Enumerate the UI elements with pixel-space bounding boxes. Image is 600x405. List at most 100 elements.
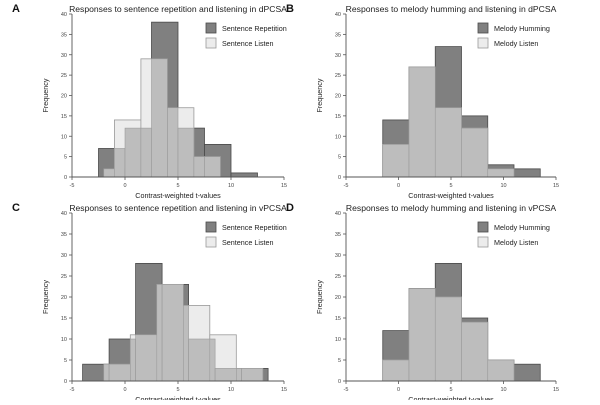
y-tick-label: 30 xyxy=(335,53,341,59)
x-tick-label: 10 xyxy=(500,183,506,189)
y-axis-label: Frequency xyxy=(41,280,50,314)
bar-overlap xyxy=(434,107,462,178)
y-tick-label: 10 xyxy=(61,134,67,140)
x-tick-label: 5 xyxy=(449,387,452,393)
x-tick-label: 15 xyxy=(281,183,287,189)
y-tick-label: 10 xyxy=(335,134,341,140)
y-tick-label: 20 xyxy=(335,295,341,301)
x-tick-label: 15 xyxy=(553,387,559,393)
y-tick-label: 20 xyxy=(335,94,341,100)
y-tick-label: 5 xyxy=(64,155,67,161)
y-tick-label: 40 xyxy=(61,12,67,18)
legend-label: Melody Listen xyxy=(494,39,538,48)
panel-c: C Responses to sentence repetition and li… xyxy=(12,202,287,404)
bar-overlap xyxy=(167,107,179,178)
x-tick-label: -5 xyxy=(344,387,349,393)
legend-label: Sentence Repetition xyxy=(222,223,287,232)
legend-swatch-dark xyxy=(477,22,489,34)
x-tick-label: 0 xyxy=(123,183,126,189)
bar-overlap xyxy=(434,296,462,382)
y-tick-label: 25 xyxy=(335,274,341,280)
y-tick-label: 0 xyxy=(338,379,341,385)
x-axis-label: Contrast-weighted t-values xyxy=(135,191,221,200)
bar-overlap xyxy=(461,127,489,178)
x-tick-label: 10 xyxy=(500,387,506,393)
x-tick-label: 15 xyxy=(281,387,287,393)
bar-overlap xyxy=(408,66,436,178)
y-tick-label: 35 xyxy=(335,32,341,38)
legend-label: Sentence Repetition xyxy=(222,24,287,33)
bar-overlap xyxy=(151,58,168,178)
y-axis-label: Frequency xyxy=(41,78,50,112)
legend-label: Melody Listen xyxy=(494,238,538,247)
x-tick-label: 5 xyxy=(449,183,452,189)
bar-overlap xyxy=(461,321,489,382)
bar-overlap xyxy=(188,338,211,382)
bar-overlap xyxy=(183,305,189,382)
x-axis-label: Contrast-weighted t-values xyxy=(135,395,221,400)
panel-title: Responses to sentence repetition and lis… xyxy=(69,203,287,213)
legend-swatch-light xyxy=(205,37,217,49)
y-tick-label: 40 xyxy=(61,211,67,217)
bar-dark xyxy=(513,168,541,178)
bar-overlap xyxy=(214,368,237,382)
legend-label: Melody Humming xyxy=(494,24,550,33)
x-tick-label: -5 xyxy=(344,183,349,189)
bar-overlap xyxy=(108,363,131,382)
panel-title: Responses to melody humming and listenin… xyxy=(346,203,556,213)
legend-label: Melody Humming xyxy=(494,223,550,232)
y-axis-label: Frequency xyxy=(315,78,324,112)
y-tick-label: 5 xyxy=(64,358,67,364)
panel-title: Responses to sentence repetition and lis… xyxy=(69,4,287,14)
bar-overlap xyxy=(193,156,205,178)
y-tick-label: 15 xyxy=(335,316,341,322)
panel-letter: A xyxy=(12,3,20,15)
x-tick-label: 5 xyxy=(176,183,179,189)
x-tick-label: -5 xyxy=(70,183,75,189)
legend-label: Sentence Listen xyxy=(222,39,274,48)
bar-overlap xyxy=(382,359,410,382)
bar-overlap xyxy=(487,359,515,382)
y-tick-label: 25 xyxy=(61,274,67,280)
x-tick-label: 10 xyxy=(228,387,234,393)
y-tick-label: 0 xyxy=(64,175,67,181)
bar-overlap xyxy=(177,127,195,178)
x-tick-label: 0 xyxy=(397,387,400,393)
bar-dark xyxy=(230,172,258,178)
x-axis-label: Contrast-weighted t-values xyxy=(408,191,494,200)
bar-overlap xyxy=(241,368,264,382)
legend-swatch-light xyxy=(477,37,489,49)
y-tick-label: 0 xyxy=(64,379,67,385)
y-tick-label: 40 xyxy=(335,211,341,217)
y-tick-label: 10 xyxy=(61,337,67,343)
y-axis-label: Frequency xyxy=(315,280,324,314)
bar-overlap xyxy=(161,284,184,382)
x-tick-label: 15 xyxy=(553,183,559,189)
legend-swatch-dark xyxy=(477,221,489,233)
bar-dark xyxy=(513,363,541,382)
y-tick-label: 30 xyxy=(61,253,67,259)
legend-label: Sentence Listen xyxy=(222,238,274,247)
y-tick-label: 35 xyxy=(61,32,67,38)
bar-overlap xyxy=(487,168,515,178)
panel-d: D Responses to melody humming and listeni… xyxy=(286,202,559,404)
bar-overlap xyxy=(204,156,221,178)
panel-a: A Responses to sentence repetition and li… xyxy=(12,3,287,200)
x-axis-label: Contrast-weighted t-values xyxy=(408,395,494,400)
x-tick-label: 0 xyxy=(397,183,400,189)
bar-overlap xyxy=(209,338,216,382)
bar-overlap xyxy=(156,284,163,382)
panel-letter: D xyxy=(286,202,294,214)
bar-overlap xyxy=(140,127,152,178)
bar-overlap xyxy=(135,334,158,382)
x-tick-label: 0 xyxy=(123,387,126,393)
y-tick-label: 20 xyxy=(61,94,67,100)
bar-overlap xyxy=(130,338,136,382)
bar-overlap xyxy=(408,288,436,382)
bar-overlap xyxy=(382,144,410,178)
y-tick-label: 15 xyxy=(335,114,341,120)
y-tick-label: 30 xyxy=(335,253,341,259)
y-tick-label: 25 xyxy=(335,73,341,79)
